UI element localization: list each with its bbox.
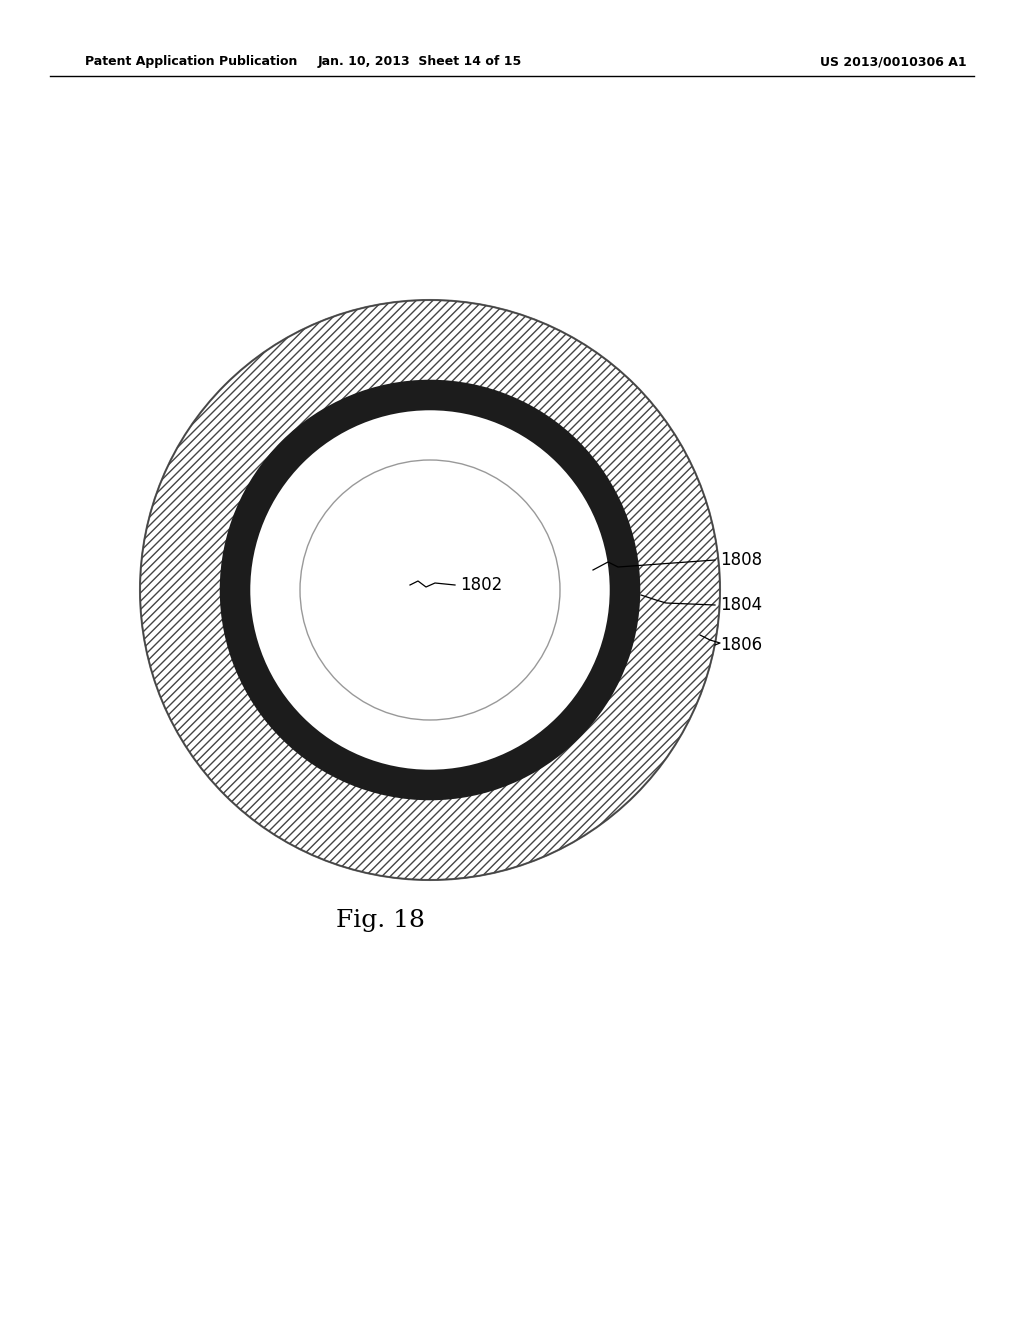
Text: US 2013/0010306 A1: US 2013/0010306 A1: [820, 55, 967, 69]
Text: Fig. 18: Fig. 18: [336, 908, 424, 932]
Circle shape: [246, 407, 614, 774]
Text: 1806: 1806: [720, 636, 762, 653]
Circle shape: [300, 459, 560, 719]
Circle shape: [224, 384, 636, 796]
Text: 1804: 1804: [720, 597, 762, 614]
Text: Jan. 10, 2013  Sheet 14 of 15: Jan. 10, 2013 Sheet 14 of 15: [317, 55, 522, 69]
Circle shape: [140, 300, 720, 880]
Text: 1808: 1808: [720, 550, 762, 569]
Text: Patent Application Publication: Patent Application Publication: [85, 55, 297, 69]
Text: 1802: 1802: [460, 576, 502, 594]
